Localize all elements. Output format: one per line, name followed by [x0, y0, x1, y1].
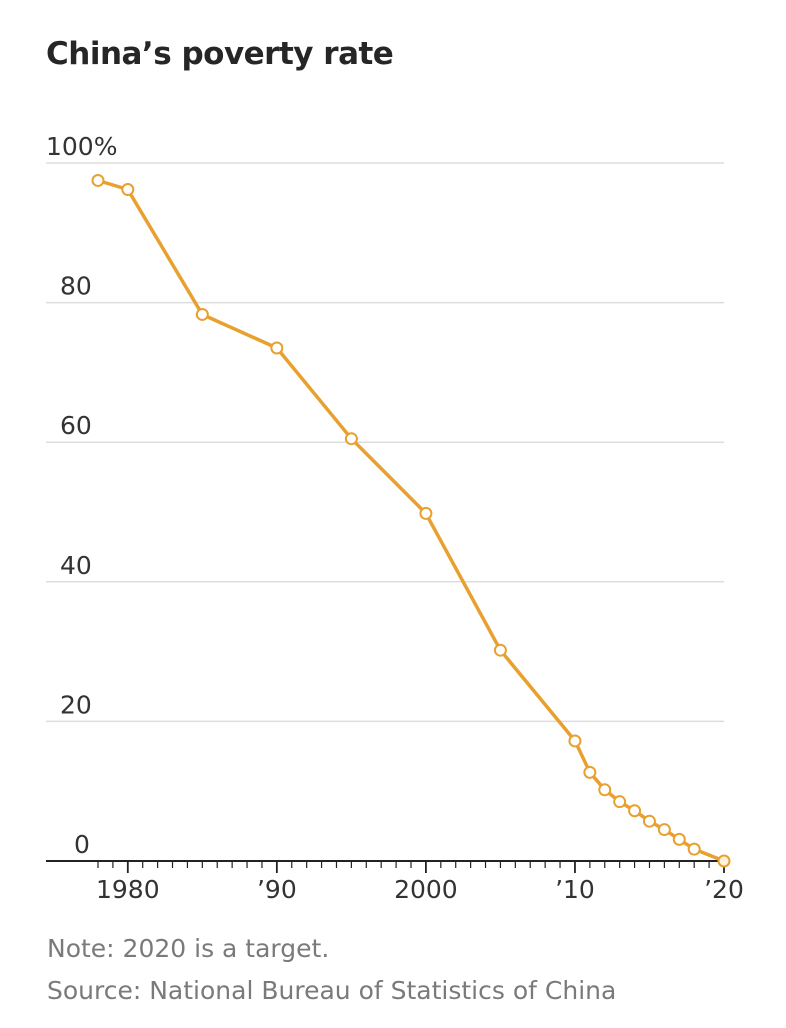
x-axis-labels: 1980 ’90 2000 ’10 ’20 [96, 875, 744, 904]
data-point-2013 [613, 795, 627, 809]
x-tick-label: ’90 [257, 875, 297, 904]
data-point-1985 [195, 307, 209, 321]
data-point-2018 [687, 842, 701, 856]
y-tick-label: 0 [74, 830, 90, 859]
series-line [96, 178, 726, 863]
data-point-1978 [91, 173, 105, 187]
data-point-1980 [121, 183, 135, 197]
data-point-2012 [598, 783, 612, 797]
data-points [91, 173, 731, 868]
data-point-2020 [717, 854, 731, 868]
data-point-2015 [642, 814, 656, 828]
data-point-2000 [419, 506, 433, 520]
chart-note: Note: 2020 is a target. [47, 934, 330, 963]
y-tick-label: 20 [60, 690, 92, 719]
gridlines [46, 162, 724, 723]
x-tick-label: 2000 [394, 875, 458, 904]
data-point-2014 [628, 804, 642, 818]
poverty-rate-line-chart: 100% 80 60 40 20 0 1980 ’90 2000 ’10 ’20 [46, 132, 744, 904]
y-tick-label: 100% [46, 132, 117, 161]
data-point-1995 [344, 432, 358, 446]
chart-source: Source: National Bureau of Statistics of… [47, 976, 617, 1005]
chart-title: China’s poverty rate [46, 36, 394, 72]
data-point-2016 [657, 823, 671, 837]
data-point-2005 [493, 643, 507, 657]
y-tick-label: 80 [60, 272, 92, 301]
data-point-2017 [672, 832, 686, 846]
x-tick-label: ’10 [555, 875, 595, 904]
x-tick-label: 1980 [96, 875, 160, 904]
y-axis-labels: 100% 80 60 40 20 0 [46, 132, 117, 859]
data-point-2010 [568, 734, 582, 748]
x-tick-label: ’20 [704, 875, 744, 904]
x-axis [46, 860, 726, 873]
y-tick-label: 40 [60, 551, 92, 580]
poverty-rate-line [96, 178, 726, 863]
data-point-2011 [583, 765, 597, 779]
data-point-1990 [270, 341, 284, 355]
y-tick-label: 60 [60, 411, 92, 440]
